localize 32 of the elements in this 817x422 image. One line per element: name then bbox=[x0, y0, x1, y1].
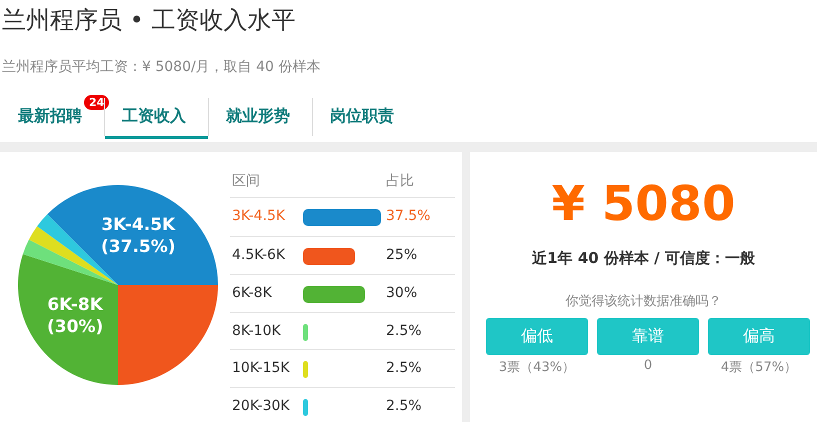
text: 岗位职责 bbox=[330, 106, 394, 127]
legend-label: 8K-10K bbox=[232, 323, 281, 339]
text: 区间 bbox=[232, 172, 260, 190]
text: 就业形势 bbox=[226, 106, 290, 127]
text: 24 bbox=[84, 95, 110, 110]
text: 占比 bbox=[386, 172, 414, 190]
data-label: 3K-4.5K (37.5%) bbox=[101, 215, 176, 258]
text: 2.5% bbox=[386, 398, 422, 414]
text: 30% bbox=[386, 285, 418, 301]
text: 工资收入 bbox=[122, 106, 186, 127]
text: 2.5% bbox=[386, 323, 422, 339]
text: 3票（43%） bbox=[498, 359, 576, 376]
slice-label: 3K-4.5K bbox=[232, 208, 286, 224]
text: 你觉得该统计数据准确吗？ bbox=[564, 293, 722, 310]
text: 最新招聘 bbox=[18, 106, 82, 127]
legend-label: 6K-8K bbox=[232, 285, 272, 301]
text: ¥ 5080 bbox=[550, 176, 736, 232]
text: 25% bbox=[386, 247, 418, 263]
text: 2.5% bbox=[386, 360, 422, 376]
text: 近1年 40 份样本 / 可信度：一般 bbox=[531, 249, 756, 268]
legend-label: 10K-15K bbox=[232, 360, 290, 376]
text: 靠谱 bbox=[597, 318, 699, 355]
text: 偏高 bbox=[708, 318, 810, 355]
legend-label: 4.5K-6K bbox=[232, 247, 286, 263]
text: 0 bbox=[642, 358, 654, 373]
chart-title: 兰州程序员 • 工资收入水平 bbox=[2, 5, 296, 36]
data-label: 6K-8K (30%) bbox=[47, 295, 104, 338]
chart-subtitle: 兰州程序员平均工资：¥ 5080/月，取自 40 份样本 bbox=[2, 58, 320, 76]
text: 37.5% bbox=[386, 208, 430, 224]
legend-label: 20K-30K bbox=[232, 398, 290, 414]
text: 4票（57%） bbox=[720, 359, 798, 376]
text: 偏低 bbox=[486, 318, 588, 355]
